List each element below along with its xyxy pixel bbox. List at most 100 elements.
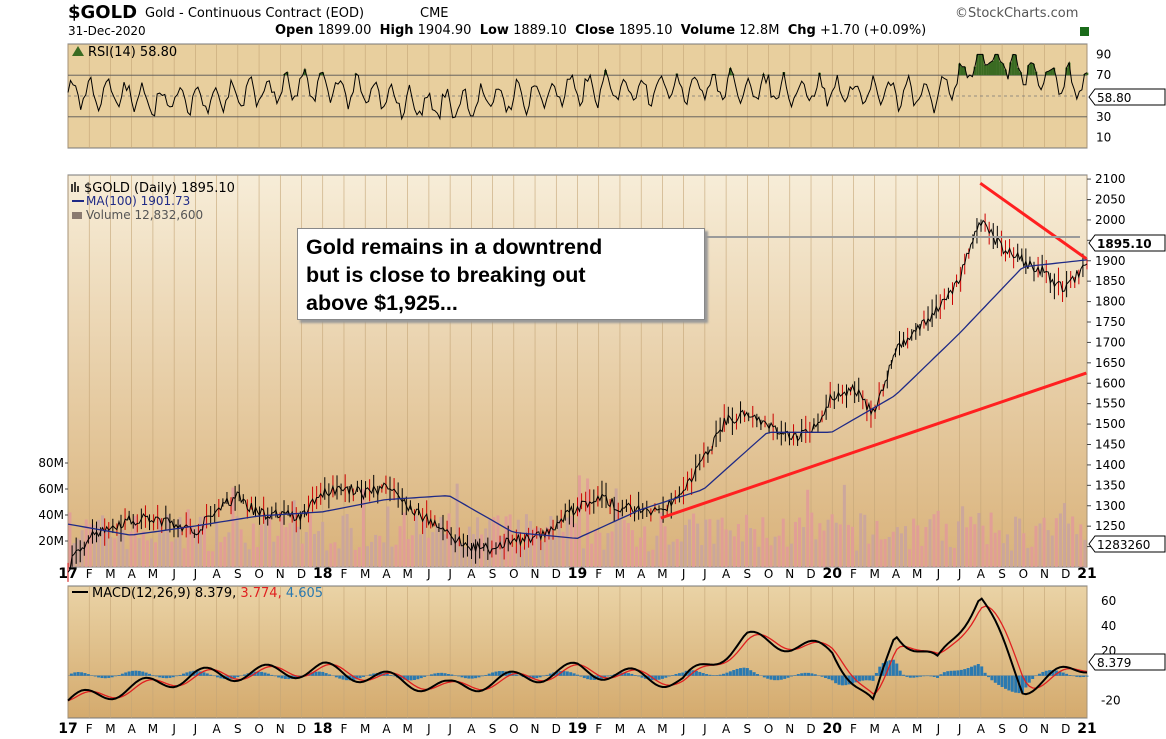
volume-bar (639, 537, 643, 567)
macd-legend-histogram: 4.605 (286, 586, 323, 601)
volume-bar (1030, 546, 1034, 567)
macd-histogram-bar (120, 673, 124, 676)
macd-histogram-bar (280, 675, 284, 679)
volume-bar (431, 532, 435, 567)
open-value: 1899.00 (317, 23, 372, 38)
macd-histogram-bar (745, 668, 749, 676)
volume-bar (712, 543, 716, 567)
volume-bar (716, 519, 720, 567)
volume-bar (276, 535, 280, 567)
volume-bar (1079, 524, 1083, 567)
volume-bar (814, 539, 818, 567)
volume-bar (68, 512, 72, 567)
x-axis-label: D (806, 567, 815, 581)
volume-bar (867, 543, 871, 567)
macd-histogram-bar (905, 675, 909, 677)
macd-histogram-bar (107, 675, 111, 678)
volume-bar (830, 514, 834, 567)
volume-bar (997, 530, 1001, 567)
x-axis-label: O (509, 567, 518, 581)
price-tick-label: 2100 (1095, 172, 1126, 186)
macd-histogram-bar (885, 661, 889, 676)
volume-bar (370, 541, 374, 567)
macd-histogram-bar (1058, 671, 1062, 676)
volume-bar (940, 540, 944, 567)
macd-histogram-bar (1085, 675, 1089, 677)
volume-bar (288, 523, 292, 567)
volume-bar (582, 548, 586, 567)
macd-histogram-bar (966, 668, 970, 676)
x-axis-label-bottom: 21 (1077, 721, 1096, 737)
volume-bar (190, 526, 194, 567)
macd-histogram-bar (270, 674, 274, 676)
volume-bar (724, 529, 728, 567)
macd-histogram-bar (256, 671, 260, 676)
x-axis-label: O (764, 567, 773, 581)
volume-bar (687, 519, 691, 567)
volume-bar (459, 543, 463, 567)
macd-histogram-bar (86, 674, 90, 676)
macd-histogram-bar (148, 673, 152, 676)
macd-histogram-bar (137, 670, 141, 676)
macd-histogram-bar (732, 670, 736, 676)
macd-histogram-bar (986, 675, 990, 678)
chg-label: Chg (787, 23, 816, 38)
macd-histogram-bar (936, 675, 940, 678)
x-axis-label: 20 (823, 566, 843, 582)
macd-histogram-bar (813, 674, 817, 676)
macd-histogram-bar (888, 660, 892, 676)
volume-bar (549, 516, 553, 567)
macd-histogram-bar (294, 675, 298, 679)
x-axis-label-bottom: A (637, 722, 646, 736)
price-tick-label: 2000 (1095, 213, 1126, 227)
volume-bar (577, 475, 581, 567)
rsi-overbought-fill (1050, 69, 1053, 76)
rsi-overbought-fill (1027, 65, 1030, 76)
volume-bar (912, 518, 916, 567)
macd-histogram-bar (823, 675, 827, 679)
volume-bar (810, 512, 814, 567)
low-label: Low (479, 23, 509, 38)
macd-histogram-bar (215, 675, 219, 678)
volume-bar (928, 519, 932, 567)
volume-bar (586, 478, 590, 567)
price-tick-label: 1250 (1095, 519, 1126, 533)
volume-bar (749, 527, 753, 567)
rsi-overbought-fill (963, 66, 967, 76)
macd-histogram-bar (362, 675, 366, 677)
macd-histogram-bar (416, 675, 420, 680)
price-tick-label: 1900 (1095, 254, 1126, 268)
volume-bar (382, 542, 386, 567)
volume-bar (129, 531, 133, 567)
macd-histogram-bar (103, 675, 107, 679)
volume-bar (936, 510, 940, 567)
macd-histogram-bar (830, 675, 834, 681)
macd-value-tag-box (1088, 653, 1166, 671)
macd-histogram-bar (161, 675, 165, 678)
macd-histogram-bar (477, 675, 481, 678)
macd-histogram-bar (501, 671, 505, 676)
volume-bar (683, 524, 687, 567)
macd-histogram-bar (263, 672, 267, 676)
price-line (67, 219, 1088, 573)
rsi-overbought-fill (604, 70, 607, 76)
macd-histogram-bar (127, 671, 131, 676)
x-axis-label-bottom: J (936, 722, 941, 736)
x-axis-label-bottom: D (806, 722, 815, 736)
macd-histogram-bar (973, 665, 977, 676)
volume-bar (215, 522, 219, 567)
x-axis-label-bottom: A (212, 722, 221, 736)
volume-bar (1054, 518, 1058, 567)
x-axis-label: 21 (1077, 566, 1096, 582)
macd-histogram-bar (484, 674, 488, 676)
volume-bar (219, 542, 223, 567)
volume-bar (504, 516, 508, 567)
volume-bar (439, 516, 443, 567)
volume-bar (500, 535, 504, 567)
macd-histogram-bar (358, 675, 362, 679)
volume-bar (329, 543, 333, 567)
macd-histogram-bar (953, 670, 957, 676)
macd-histogram-bar (980, 666, 984, 676)
volume-bar (561, 531, 565, 567)
x-axis-label-bottom: J (447, 722, 452, 736)
